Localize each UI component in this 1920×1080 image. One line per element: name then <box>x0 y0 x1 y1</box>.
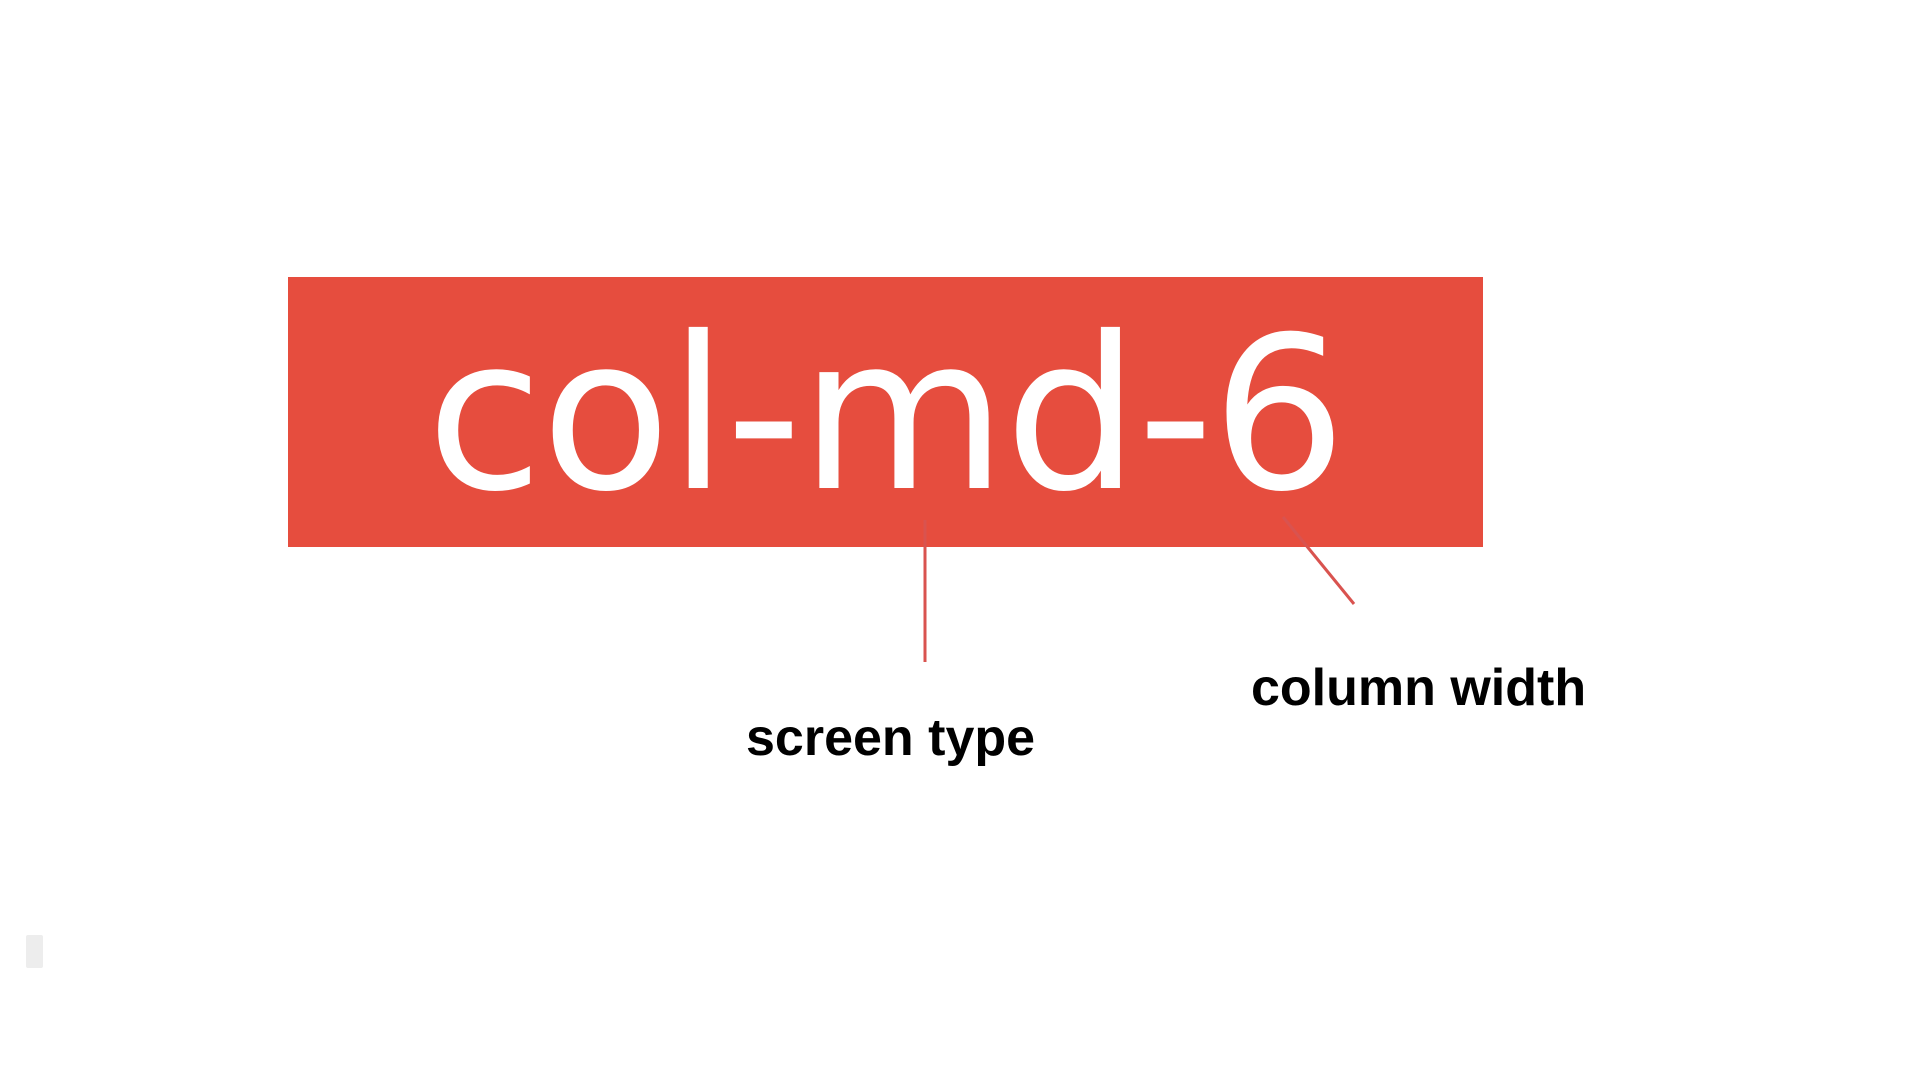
class-name-text: col-md-6 <box>426 291 1346 538</box>
class-name-banner: col-md-6 <box>288 277 1483 547</box>
column-width-label: column width <box>1251 659 1587 717</box>
screen-type-label: screen type <box>746 709 1036 767</box>
corner-artifact <box>26 935 43 968</box>
